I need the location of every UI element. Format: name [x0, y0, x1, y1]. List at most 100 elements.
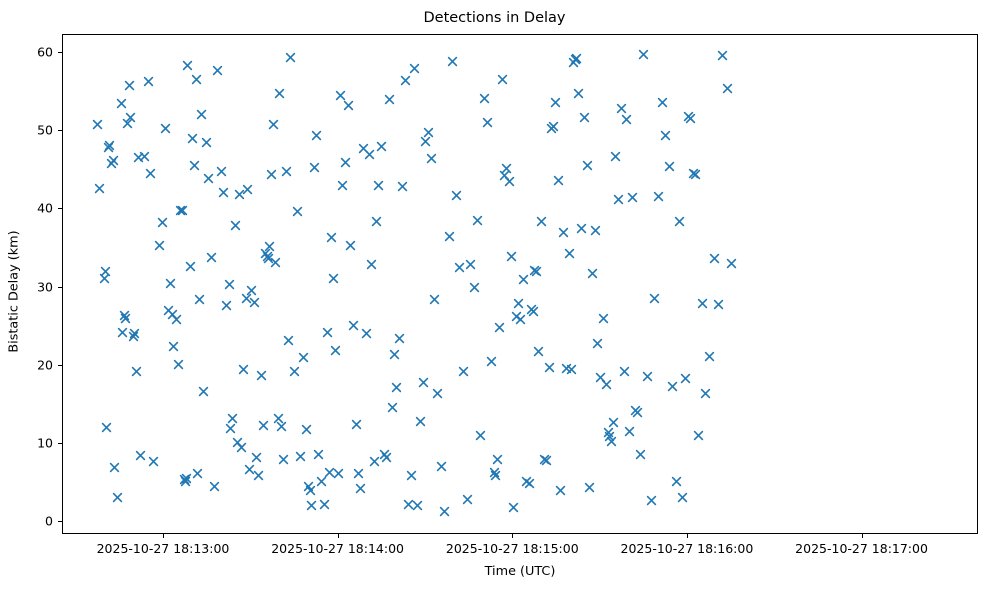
scatter-point	[505, 250, 518, 263]
scatter-point	[425, 152, 438, 165]
scatter-point	[725, 257, 738, 270]
scatter-point	[360, 327, 373, 340]
scatter-point	[399, 74, 412, 87]
scatter-point	[532, 345, 545, 358]
scatter-point	[493, 321, 506, 334]
scatter-point	[200, 136, 213, 149]
scatter-point	[176, 204, 189, 217]
scatter-point	[510, 310, 523, 323]
scatter-point	[336, 179, 349, 192]
scatter-point	[321, 326, 334, 339]
scatter-point	[676, 491, 689, 504]
scatter-point	[615, 102, 628, 115]
scatter-point	[134, 449, 147, 462]
scatter-point	[245, 284, 258, 297]
x-axis-tick	[337, 534, 339, 538]
scatter-point	[334, 89, 347, 102]
scatter-point	[118, 309, 131, 322]
scatter-point	[277, 453, 290, 466]
scatter-point	[372, 179, 385, 192]
scatter-point	[102, 141, 115, 154]
scatter-point	[609, 150, 622, 163]
scatter-point	[124, 111, 137, 124]
scatter-point	[352, 467, 365, 480]
scatter-point	[457, 365, 470, 378]
scatter-point	[498, 169, 511, 182]
scatter-point	[520, 475, 533, 488]
scatter-point	[684, 112, 697, 125]
scatter-point	[123, 79, 136, 92]
scatter-point	[98, 272, 111, 285]
scatter-point	[589, 224, 602, 237]
scatter-point	[422, 126, 435, 139]
scatter-point	[231, 436, 244, 449]
scatter-point	[302, 480, 315, 493]
scatter-point	[390, 381, 403, 394]
scatter-point	[304, 484, 317, 497]
scatter-point	[696, 297, 709, 310]
scatter-point	[305, 499, 318, 512]
scatter-point	[631, 406, 644, 419]
scatter-point	[552, 174, 565, 187]
scatter-point	[342, 99, 355, 112]
scatter-point	[255, 369, 268, 382]
scatter-point	[428, 293, 441, 306]
x-axis-tick	[861, 534, 863, 538]
scatter-point	[471, 214, 484, 227]
scatter-point	[396, 180, 409, 193]
scatter-point	[663, 160, 676, 173]
x-axis-tick-label: 2025-10-27 18:16:00	[620, 541, 754, 556]
y-axis-tick-label: 50	[37, 122, 53, 138]
y-axis-tick	[58, 286, 62, 288]
scatter-point	[243, 463, 256, 476]
scatter-point	[119, 312, 132, 325]
scatter-point	[180, 472, 193, 485]
scatter-point	[325, 231, 338, 244]
scatter-point	[105, 157, 118, 170]
scatter-point	[607, 416, 620, 429]
scatter-point	[603, 430, 616, 443]
scatter-point	[308, 161, 321, 174]
scatter-point	[170, 313, 183, 326]
scatter-point	[323, 466, 336, 479]
x-axis-label: Time (UTC)	[484, 564, 556, 579]
scatter-point	[438, 505, 451, 518]
scatter-point	[708, 252, 721, 265]
scatter-point	[174, 204, 187, 217]
scatter-point	[195, 108, 208, 121]
scatter-point	[417, 376, 430, 389]
scatter-point	[618, 365, 631, 378]
scatter-point	[478, 92, 491, 105]
scatter-point	[408, 62, 421, 75]
scatter-point	[172, 358, 185, 371]
scatter-point	[252, 469, 265, 482]
y-axis-tick	[58, 51, 62, 53]
scatter-point	[411, 499, 424, 512]
scatter-point	[282, 334, 295, 347]
scatter-point	[485, 355, 498, 368]
scatter-point	[488, 466, 501, 479]
scatter-point	[554, 484, 567, 497]
scatter-point	[99, 265, 112, 278]
scatter-point	[716, 49, 729, 62]
scatter-point	[211, 64, 224, 77]
scatter-point	[350, 418, 363, 431]
scatter-point	[586, 267, 599, 280]
scatter-point	[569, 53, 582, 66]
scatter-point	[315, 475, 328, 488]
scatter-point	[435, 460, 448, 473]
scatter-point	[327, 272, 340, 285]
scatter-point	[489, 469, 502, 482]
y-axis-tick	[58, 130, 62, 132]
x-axis-tick	[163, 534, 164, 538]
scatter-point	[386, 401, 399, 414]
scatter-point	[107, 154, 120, 167]
scatter-point	[205, 251, 218, 264]
y-axis-tick-label: 20	[37, 357, 53, 373]
scatter-point	[597, 312, 610, 325]
scatter-point	[138, 150, 151, 163]
scatter-point	[332, 467, 345, 480]
scatter-point	[241, 183, 254, 196]
scatter-point	[127, 330, 140, 343]
scatter-point	[190, 73, 203, 86]
